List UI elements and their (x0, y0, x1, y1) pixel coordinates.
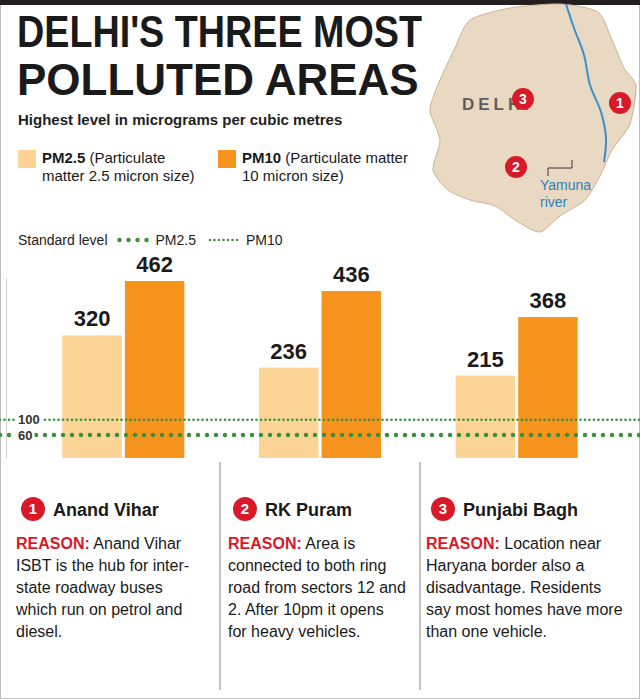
river-label-line: Yamuna (540, 177, 591, 193)
standard-line (0, 433, 640, 438)
reason-label: REASON: (228, 535, 302, 552)
panel-number-circle (21, 497, 45, 521)
subtitle: Highest level in micrograms per cubic me… (18, 111, 342, 128)
standard-legend-label: Standard level (18, 232, 108, 248)
map-marker: 1 (609, 92, 631, 114)
map-marker-circle (505, 156, 527, 178)
panel-number-text: 3 (439, 500, 447, 517)
legend-swatch (18, 150, 36, 168)
bar (62, 335, 121, 458)
title-line: POLLUTED AREAS (17, 55, 419, 104)
reason-label: REASON: (16, 535, 90, 552)
reason-block: REASON: Location near Haryana border als… (426, 533, 624, 643)
standard-value-bg (16, 412, 42, 427)
map-marker-number: 2 (512, 159, 520, 175)
page: DELHIYamunariver123DELHI'S THREE MOSTPOL… (0, 0, 640, 699)
river-label-line: river (540, 194, 568, 210)
map-marker-circle (512, 88, 534, 110)
legend-label-bold: PM10 (242, 149, 281, 166)
map-marker: 2 (505, 156, 527, 178)
category-label: Punjabi Bagh (463, 500, 578, 520)
standard-line (0, 418, 640, 421)
map-marker: 3 (512, 88, 534, 110)
panel-number: 2 (233, 497, 257, 521)
plot-area (0, 281, 640, 458)
map-marker-number: 1 (616, 95, 624, 111)
category-label: Anand Vihar (53, 500, 159, 520)
map: DELHIYamunariver123 (430, 4, 636, 232)
legend-label: PM2.5 (Particulate matter 2.5 micron siz… (42, 149, 210, 185)
y-axis (6, 279, 7, 459)
standard-value: 100 (18, 412, 40, 427)
data-label: 236 (270, 339, 307, 364)
bar (125, 281, 184, 458)
legend-label-bold: PM2.5 (42, 149, 85, 166)
map-marker-number: 3 (519, 91, 527, 107)
bar (456, 376, 515, 458)
panel-number-text: 1 (29, 500, 37, 517)
reason-space (90, 535, 94, 552)
data-label: 320 (74, 306, 111, 331)
panel-number: 3 (431, 497, 455, 521)
standard-legend-sample (210, 239, 240, 242)
title-line: DELHI'S THREE MOST (17, 7, 422, 56)
river-pointer (548, 160, 572, 176)
panel-number-text: 2 (241, 500, 249, 517)
legend-label: PM10 (Particulate matter 10 micron size) (242, 149, 410, 185)
reason-label: REASON: (426, 535, 500, 552)
standard-value: 60 (18, 428, 32, 443)
panel-separator (419, 462, 420, 690)
category-label: RK Puram (265, 500, 352, 520)
panel-separator (219, 462, 220, 690)
data-label: 436 (333, 262, 370, 287)
data-label: 215 (467, 347, 504, 372)
standard-legend-name: PM2.5 (156, 232, 197, 248)
standard-legend-sample (120, 238, 150, 243)
bar (259, 368, 318, 458)
reason-space (500, 535, 504, 552)
map-region (430, 4, 636, 232)
reason-space (302, 535, 306, 552)
river-label: Yamunariver (540, 177, 591, 210)
standard-value-bg (16, 428, 34, 443)
data-label: 462 (136, 252, 173, 277)
title: DELHI'S THREE MOSTPOLLUTED AREAS (17, 7, 422, 104)
reason-block: REASON: Area is connected to both ring r… (228, 533, 406, 643)
data-label: 368 (530, 288, 567, 313)
panel-number: 1 (21, 497, 45, 521)
panel-number-circle (431, 497, 455, 521)
panel-number-circle (233, 497, 257, 521)
y-axis-line (6, 279, 7, 459)
reason-block: REASON: Anand Vihar ISBT is the hub for … (16, 533, 206, 643)
standard-legend-name: PM10 (246, 232, 283, 248)
river-line (566, 4, 606, 162)
map-marker-circle (609, 92, 631, 114)
legend-swatch (218, 150, 236, 168)
frame (1, 1, 640, 699)
